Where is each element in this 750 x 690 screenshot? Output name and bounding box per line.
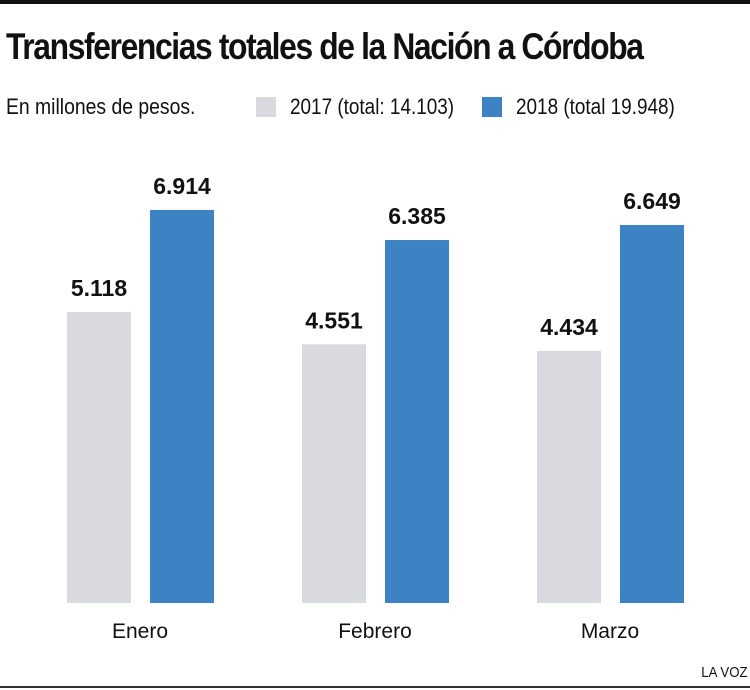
legend-swatch-2018: [482, 97, 502, 117]
legend-item-2017: 2017 (total: 14.103): [256, 94, 481, 120]
data-label: 4.551: [305, 307, 363, 333]
bar-enero-2017: [67, 312, 131, 603]
legend-swatch-2017: [256, 97, 276, 117]
bar-marzo-2018: [620, 225, 684, 604]
chart-title: Transferencias totales de la Nación a Có…: [6, 26, 644, 67]
bar-febrero-2018: [385, 240, 449, 603]
data-label: 6.649: [623, 188, 681, 214]
category-label-enero: Enero: [112, 620, 168, 643]
data-label: 4.434: [540, 314, 598, 340]
data-label: 6.385: [388, 203, 446, 229]
bar-enero-2018: [150, 209, 214, 604]
top-rule: [0, 0, 750, 4]
legend-item-2018: 2018 (total 19.948): [482, 94, 701, 120]
category-label-marzo: Marzo: [581, 620, 639, 643]
legend-label-2018: 2018 (total 19.948): [516, 94, 675, 119]
data-label: 5.118: [71, 275, 127, 301]
bar-marzo-2017: [537, 350, 601, 603]
legend-label-2017: 2017 (total: 14.103): [290, 94, 455, 119]
bottom-rule: [0, 686, 750, 688]
credit: LA VOZ: [701, 664, 748, 681]
data-label: 6.914: [153, 173, 211, 199]
chart-subtitle: En millones de pesos.: [6, 94, 196, 119]
category-label-febrero: Febrero: [338, 620, 412, 643]
bar-febrero-2017: [302, 344, 366, 603]
